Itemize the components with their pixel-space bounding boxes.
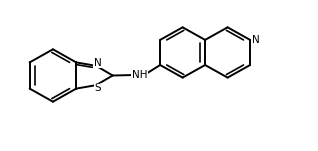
Text: N: N: [252, 35, 260, 45]
Text: S: S: [94, 83, 101, 93]
Text: N: N: [94, 58, 102, 68]
Text: NH: NH: [132, 70, 147, 80]
